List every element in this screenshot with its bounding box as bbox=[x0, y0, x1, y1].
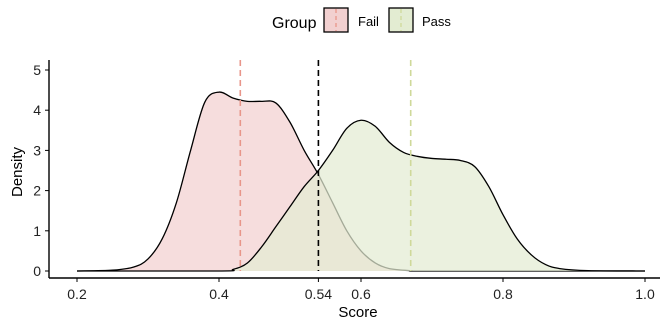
x-tick-label: 0.54 bbox=[305, 286, 332, 302]
legend-label-fail: Fail bbox=[358, 14, 379, 29]
legend-label-pass: Pass bbox=[422, 14, 451, 29]
density-area-pass bbox=[77, 120, 645, 272]
density-area-fail bbox=[77, 92, 645, 271]
density-curve-pass bbox=[76, 119, 646, 272]
x-tick-label: 0.6 bbox=[351, 286, 371, 302]
y-axis-title: Density bbox=[9, 146, 26, 197]
x-tick-label: 0.2 bbox=[67, 286, 87, 302]
x-tick-label: 1.0 bbox=[635, 286, 655, 302]
legend-title: Group bbox=[272, 15, 317, 32]
x-tick-label: 0.8 bbox=[493, 286, 513, 302]
legend: Group Fail Pass bbox=[272, 7, 451, 33]
x-axis-title: Score bbox=[338, 304, 377, 321]
y-tick-label: 4 bbox=[33, 102, 41, 118]
y-tick-label: 1 bbox=[33, 223, 41, 239]
y-tick-label: 3 bbox=[33, 142, 41, 158]
x-tick-label: 0.4 bbox=[209, 286, 229, 302]
y-tick-label: 0 bbox=[33, 263, 41, 279]
y-tick-label: 2 bbox=[33, 183, 41, 199]
y-tick-label: 5 bbox=[33, 62, 41, 78]
